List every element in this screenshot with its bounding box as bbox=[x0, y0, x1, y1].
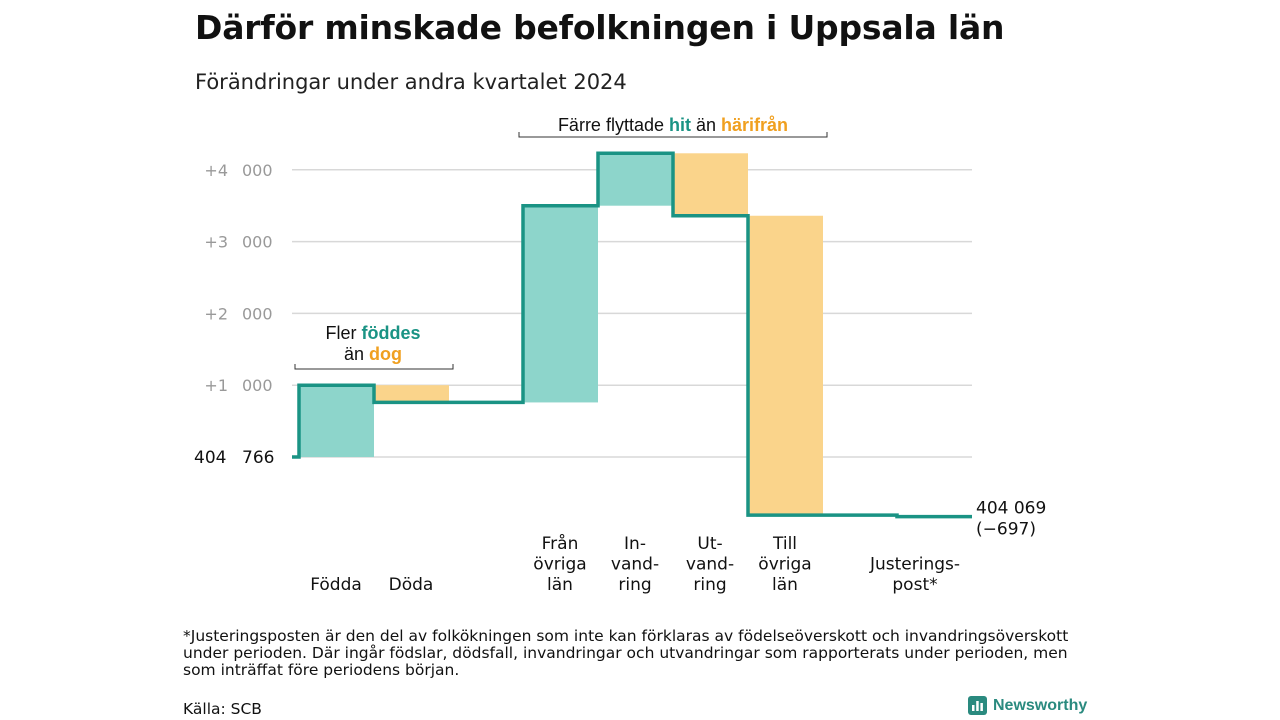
annotation-word: än bbox=[691, 115, 721, 135]
y-tick-label: 000 bbox=[242, 161, 273, 180]
category-label: ring bbox=[693, 575, 726, 595]
annotation-word: Färre flyttade bbox=[558, 115, 669, 135]
category-label: län bbox=[772, 575, 798, 595]
category-label: Ut- bbox=[697, 534, 722, 554]
category-label: Döda bbox=[389, 575, 434, 595]
annotation-word: än bbox=[344, 344, 369, 364]
footnote: *Justeringsposten är den del av folkökni… bbox=[183, 627, 1069, 679]
waterfall-bar bbox=[374, 385, 449, 403]
category-label: Från bbox=[542, 533, 579, 554]
category-label: Födda bbox=[310, 575, 362, 595]
y-tick-label: 000 bbox=[242, 376, 273, 395]
start-value-label: 404 bbox=[194, 448, 226, 468]
category-label: vand- bbox=[611, 555, 659, 575]
chart-subtitle: Förändringar under andra kvartalet 2024 bbox=[195, 70, 627, 94]
category-label: övriga bbox=[533, 555, 586, 575]
y-tick-label: 000 bbox=[242, 233, 273, 252]
waterfall-chart: +1 000 +2 000 +3 000 +4 000 404 766 404 069(−697) F… bbox=[194, 115, 1046, 595]
annotation-highlight: dog bbox=[369, 344, 402, 364]
annotation-text: Färre flyttade hit än härifrån bbox=[558, 115, 788, 135]
start-value-label: 766 bbox=[242, 448, 274, 468]
running-total-line bbox=[292, 151, 972, 519]
waterfall-bar bbox=[523, 205, 598, 403]
annotation-highlight: härifrån bbox=[721, 115, 788, 135]
category-label: Till bbox=[772, 534, 797, 554]
category-label: län bbox=[547, 575, 573, 595]
category-label: vand- bbox=[686, 555, 734, 575]
category-label: ring bbox=[618, 575, 651, 595]
annotation-text: Fler föddes bbox=[325, 323, 420, 343]
annotation-bracket bbox=[294, 364, 454, 370]
annotation-word: Fler bbox=[325, 323, 361, 343]
category-label: övriga bbox=[758, 555, 811, 575]
annotation-text: än dog bbox=[344, 344, 402, 364]
y-tick-label: +3 bbox=[204, 233, 228, 252]
y-tick-label: +2 bbox=[204, 304, 228, 323]
category-label: In- bbox=[624, 534, 646, 554]
brand: Newsworthy bbox=[968, 696, 1087, 715]
waterfall-bar bbox=[598, 153, 673, 206]
end-value-label: 404 069 bbox=[976, 499, 1046, 519]
brand-name: Newsworthy bbox=[993, 696, 1088, 714]
waterfall-bar bbox=[299, 385, 374, 457]
source-note: Källa: SCB bbox=[183, 700, 262, 718]
category-label: post* bbox=[892, 575, 937, 595]
annotation-highlight: föddes bbox=[361, 323, 420, 343]
end-change-label: (−697) bbox=[976, 520, 1036, 540]
y-tick-label: +1 bbox=[204, 376, 228, 395]
annotation-bracket bbox=[518, 132, 828, 138]
annotation-highlight: hit bbox=[669, 115, 691, 135]
y-tick-label: +4 bbox=[204, 161, 228, 180]
newsworthy-logo-icon bbox=[968, 696, 987, 715]
y-tick-label: 000 bbox=[242, 304, 273, 323]
chart-title: Därför minskade befolkningen i Uppsala l… bbox=[195, 8, 1005, 47]
category-label: Justerings- bbox=[869, 555, 960, 575]
waterfall-bar bbox=[673, 153, 748, 216]
waterfall-bar bbox=[748, 215, 823, 516]
